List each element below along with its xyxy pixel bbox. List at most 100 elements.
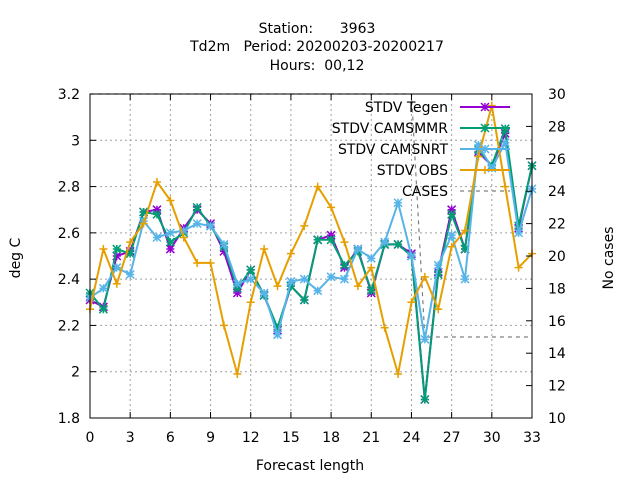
data-point-stdv-camsnrt: [447, 230, 457, 240]
data-point-stdv-obs: [260, 245, 269, 254]
data-point-stdv-obs: [420, 272, 429, 281]
data-point-stdv-camsnrt: [112, 263, 122, 273]
data-point-stdv-obs: [313, 182, 322, 191]
title-line-3: Hours: 00,12: [270, 58, 365, 74]
x-tick-label: 0: [86, 430, 95, 446]
data-point-stdv-camsnrt: [259, 288, 269, 298]
series-stdv-camsmmr: [85, 124, 537, 405]
legend-label-cases: CASES: [402, 184, 448, 200]
data-point-stdv-camsnrt: [299, 274, 309, 284]
y2-tick-label: 10: [548, 411, 566, 427]
legend: STDV Tegen STDV CAMSMMR STDV CAMSNRT STDV O…: [332, 100, 510, 200]
plot-frame: [89, 93, 533, 419]
y-tick-label: 2.8: [58, 180, 80, 196]
data-point-stdv-obs: [219, 321, 228, 330]
data-point-stdv-tegen: [447, 205, 457, 215]
data-point-stdv-obs: [206, 258, 215, 267]
data-point-stdv-obs: [380, 323, 389, 332]
y-tick-label: 2: [71, 365, 80, 381]
y2-tick-label: 26: [548, 152, 566, 168]
data-point-stdv-camsmmr: [246, 265, 256, 275]
data-point-stdv-camsnrt: [152, 232, 162, 243]
data-point-stdv-camsmmr: [460, 244, 470, 254]
data-point-stdv-obs: [300, 221, 309, 230]
data-point-stdv-camsnrt: [286, 276, 296, 286]
data-point-stdv-camsmmr: [447, 209, 457, 219]
data-point-stdv-tegen: [152, 205, 162, 215]
data-point-stdv-camsmmr: [98, 304, 108, 314]
data-point-stdv-camsmmr: [393, 239, 403, 249]
data-point-stdv-camsnrt: [326, 272, 336, 282]
data-point-stdv-camsmmr: [514, 221, 524, 231]
data-point-stdv-camsnrt: [406, 251, 416, 261]
data-point-stdv-obs: [193, 258, 202, 267]
data-point-stdv-camsnrt: [393, 198, 403, 208]
y2-tick-label: 14: [548, 346, 566, 362]
y2-tick-label: 20: [548, 249, 566, 265]
y2-tick-label: 18: [548, 281, 566, 297]
data-point-stdv-camsmmr: [152, 209, 162, 219]
data-point-stdv-camsnrt: [420, 334, 430, 344]
data-point-stdv-camsnrt: [473, 140, 483, 150]
legend-label-stdv-tegen: STDV Tegen: [365, 100, 448, 116]
grid: [90, 94, 532, 418]
data-point-stdv-camsnrt: [125, 269, 135, 280]
legend-marker-stdv-obs: [481, 166, 489, 174]
data-point-stdv-obs: [474, 152, 483, 161]
data-point-stdv-obs: [166, 196, 175, 205]
data-point-stdv-obs: [246, 298, 255, 307]
title-line-2: Td2m Period: 20200203-20200217: [189, 39, 444, 55]
series-line-stdv-camsmmr: [89, 127, 533, 401]
y-axis-label: deg C: [8, 237, 24, 278]
data-point-stdv-camsmmr: [433, 269, 443, 280]
y2-tick-label: 24: [548, 184, 566, 200]
x-tick-label: 21: [362, 430, 380, 446]
x-tick-label: 9: [206, 430, 215, 446]
x-tick-label: 12: [242, 430, 260, 446]
title-line-1: Station: 3963: [259, 21, 376, 37]
data-point-stdv-obs: [139, 219, 148, 228]
x-tick-label: 33: [523, 430, 541, 446]
data-point-stdv-obs: [407, 298, 416, 307]
data-point-stdv-obs: [152, 177, 161, 186]
x-tick-label: 27: [443, 430, 461, 446]
data-point-stdv-camsmmr: [165, 237, 175, 247]
series-stdv-camsnrt: [85, 138, 537, 344]
data-point-stdv-camsmmr: [192, 202, 202, 212]
y2-tick-label: 22: [548, 217, 566, 233]
data-point-stdv-camsmmr: [339, 260, 350, 270]
legend-marker-stdv-camsmmr: [480, 123, 490, 133]
data-point-stdv-camsmmr: [420, 394, 430, 405]
data-point-stdv-camsmmr: [232, 283, 242, 293]
data-point-stdv-obs: [514, 263, 523, 272]
data-point-stdv-camsmmr: [366, 286, 376, 296]
data-series: [85, 101, 537, 405]
data-point-stdv-camsnrt: [246, 274, 256, 284]
y2-tick-label: 30: [548, 87, 566, 103]
data-point-stdv-obs: [99, 245, 108, 254]
data-point-stdv-camsnrt: [487, 163, 497, 173]
data-point-stdv-tegen: [232, 288, 242, 298]
ticks: 0 3 6 9 12 15 18 21 24 27 30 33 1.8 2 2.2 2.4 2.6 2.8 3 3.2…: [58, 87, 566, 446]
legend-marker-stdv-camsnrt: [480, 144, 490, 154]
data-point-stdv-camsnrt: [179, 226, 189, 236]
legend-label-stdv-camsnrt: STDV CAMSNRT: [338, 142, 449, 158]
data-point-stdv-camsnrt: [206, 221, 216, 231]
data-point-stdv-obs: [286, 249, 295, 258]
data-point-stdv-camsnrt: [433, 260, 443, 270]
legend-label-stdv-camsmmr: STDV CAMSMMR: [332, 121, 448, 137]
data-point-stdv-obs: [487, 101, 496, 110]
data-point-stdv-camsmmr: [326, 235, 336, 245]
chart-title: Station: 3963 Td2m Period: 20200203-2020…: [189, 21, 444, 74]
x-tick-label: 24: [403, 430, 421, 446]
x-axis-label: Forecast length: [256, 458, 364, 474]
data-point-stdv-camsmmr: [272, 323, 283, 333]
x-tick-label: 30: [483, 430, 501, 446]
data-point-stdv-camsnrt: [366, 253, 376, 263]
x-tick-label: 3: [126, 430, 135, 446]
data-point-stdv-tegen: [326, 230, 336, 240]
data-point-stdv-obs: [112, 279, 121, 288]
y2-tick-label: 16: [548, 314, 566, 330]
y-tick-label: 3: [71, 133, 80, 149]
